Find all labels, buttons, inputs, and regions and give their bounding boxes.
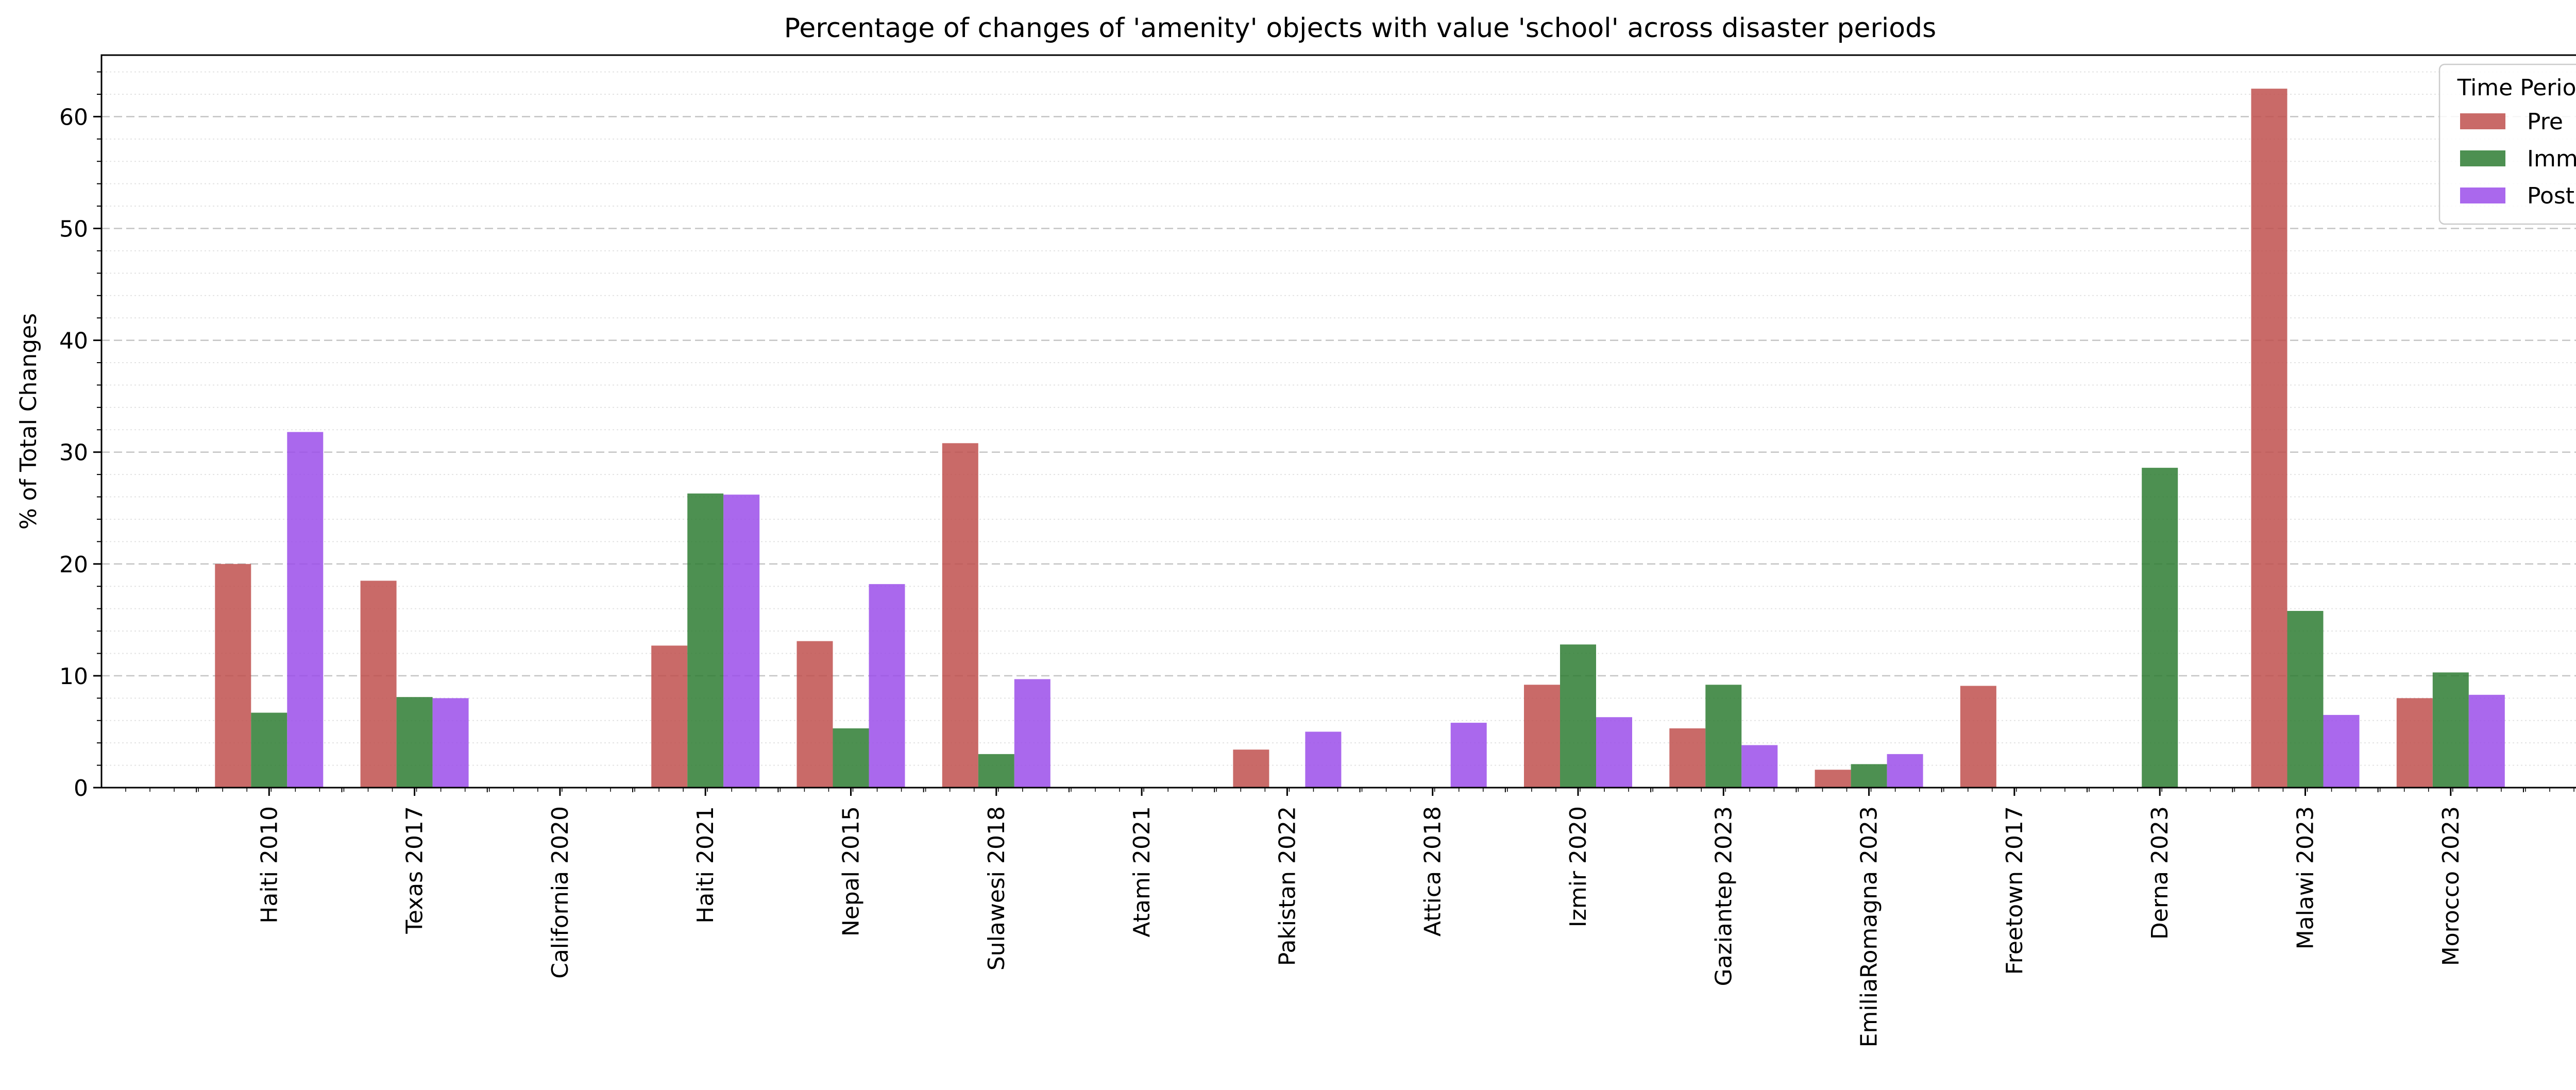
bar-pre — [1815, 770, 1851, 788]
bar-imm — [978, 754, 1014, 788]
y-tick-label: 60 — [59, 104, 88, 130]
x-tick-label: Izmir 2020 — [1565, 806, 1591, 927]
y-tick-label: 40 — [59, 328, 88, 354]
y-tick-label: 20 — [59, 552, 88, 578]
bar-pre — [2396, 698, 2433, 788]
y-tick-label: 0 — [74, 775, 88, 802]
chart-title: Percentage of changes of 'amenity' objec… — [784, 13, 1936, 44]
plot-frame — [100, 54, 2576, 789]
bar-post — [2468, 694, 2505, 788]
x-tick-label: Attica 2018 — [1420, 806, 1446, 936]
legend-swatch-imm — [2460, 150, 2505, 166]
bar-post — [1887, 754, 1923, 788]
x-tick-label: Haiti 2010 — [256, 806, 282, 924]
x-tick-label: California 2020 — [547, 806, 573, 979]
bar-post — [723, 495, 760, 788]
legend-box — [2438, 63, 2576, 225]
bar-pre — [2251, 89, 2287, 788]
legend-swatch-post — [2460, 188, 2505, 203]
bar-pre — [1524, 685, 1560, 788]
bar-imm — [1560, 644, 1596, 788]
x-tick-label: Atami 2021 — [1129, 806, 1155, 938]
bar-pre — [1960, 686, 1996, 788]
bar-post — [1596, 717, 1632, 788]
bar-imm — [2142, 468, 2178, 788]
legend-label-imm: Imm — [2527, 146, 2576, 172]
bar-post — [432, 698, 469, 788]
x-tick-label: Haiti 2021 — [692, 806, 719, 924]
bar-imm — [2432, 672, 2469, 788]
bar-pre — [360, 581, 397, 788]
bar-imm — [251, 712, 287, 788]
bar-post — [1014, 679, 1050, 788]
gridlines — [101, 71, 2576, 766]
bar-post — [1741, 745, 1778, 788]
bar-imm — [1705, 685, 1742, 788]
x-tick-label: Derna 2023 — [2147, 806, 2173, 940]
y-tick-label: 10 — [59, 663, 88, 690]
y-axis: 0 10 20 30 40 50 60 — [59, 71, 101, 802]
x-tick-label: Nepal 2015 — [838, 806, 865, 936]
y-axis-label: % of Total Changes — [15, 313, 42, 530]
x-tick-label: Pakistan 2022 — [1274, 806, 1300, 966]
bar-imm — [687, 493, 724, 788]
bar-imm — [1851, 764, 1887, 788]
bar-pre — [651, 645, 688, 788]
bar-imm — [2287, 610, 2324, 788]
bar-pre — [942, 443, 978, 788]
legend-label-post: Post — [2527, 183, 2574, 209]
bar-pre — [796, 641, 833, 788]
bars — [215, 89, 2505, 788]
x-tick-label: Sulawesi 2018 — [984, 806, 1010, 970]
bar-pre — [1669, 728, 1706, 788]
x-tick-label: Malawi 2023 — [2293, 806, 2319, 949]
x-tick-label: Texas 2017 — [402, 806, 428, 934]
bar-post — [869, 584, 905, 788]
bar-pre — [1233, 750, 1269, 788]
bar-imm — [833, 728, 869, 788]
y-tick-label: 30 — [59, 440, 88, 466]
bar-post — [1450, 723, 1487, 788]
x-axis: Haiti 2010 Texas 2017 California 2020 Haiti… — [125, 788, 2574, 1047]
x-tick-label: Gaziantep 2023 — [1710, 806, 1737, 986]
legend-label-pre: Pre — [2527, 109, 2563, 135]
legend: Time Period Pre Imm Post — [2438, 63, 2576, 225]
y-tick-label: 50 — [59, 216, 88, 243]
x-tick-label: EmiliaRomagna 2023 — [1856, 806, 1883, 1047]
bar-post — [1305, 731, 1342, 788]
x-tick-label: Freetown 2017 — [2002, 806, 2028, 975]
legend-title: Time Period — [2457, 75, 2576, 101]
bar-imm — [396, 697, 433, 788]
bar-post — [2323, 714, 2360, 788]
legend-swatch-pre — [2460, 113, 2505, 129]
bar-post — [287, 432, 324, 788]
bar-pre — [215, 564, 251, 788]
x-tick-label: Morocco 2023 — [2438, 806, 2464, 966]
